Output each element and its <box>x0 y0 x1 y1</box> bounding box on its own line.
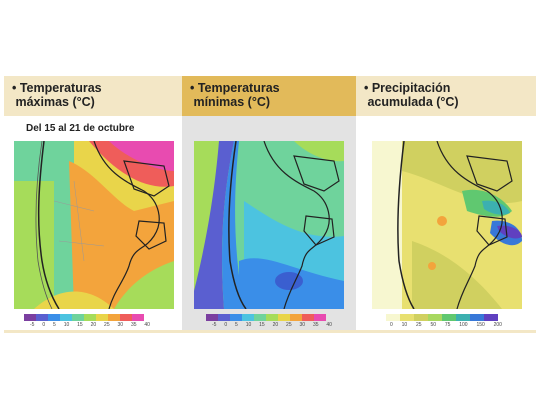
color-scale <box>386 314 498 321</box>
panel-title: • Precipitación acumulada (°C) <box>364 81 459 109</box>
tick: 150 <box>476 322 485 328</box>
tick: 50 <box>430 322 436 328</box>
scale-ticks: -5 0 5 10 15 20 25 30 35 40 <box>30 322 150 328</box>
scale-ticks: -5 0 5 10 15 20 25 30 35 40 <box>212 322 332 328</box>
tick: 15 <box>259 322 265 328</box>
tick: 75 <box>444 322 451 328</box>
tick: 5 <box>53 322 56 328</box>
tick: 25 <box>104 322 110 328</box>
tick: -5 <box>212 322 217 328</box>
panel-header: • Temperaturas máximas (°C) <box>4 76 182 116</box>
panel-min-temp: • Temperaturas mínimas (°C) -5 0 5 10 15 20 25… <box>182 76 356 330</box>
tick: 40 <box>144 322 150 328</box>
tick: 200 <box>493 322 502 328</box>
bottom-divider <box>4 330 536 333</box>
tick: 35 <box>312 322 319 328</box>
tick: 25 <box>416 322 422 328</box>
min-temp-map <box>194 141 344 309</box>
panel-precipitation: • Precipitación acumulada (°C) 0 10 25 50 75… <box>356 76 536 330</box>
tick: 25 <box>286 322 292 328</box>
tick: 20 <box>90 322 97 328</box>
tick: -5 <box>30 322 35 328</box>
color-scale <box>24 314 144 321</box>
precipitation-map <box>372 141 522 309</box>
panel-max-temp: • Temperaturas máximas (°C) Del 15 al 21… <box>4 76 182 330</box>
tick: 10 <box>245 322 252 328</box>
tick: 30 <box>299 322 306 328</box>
scale-ticks: 0 10 25 50 75 100 150 200 <box>390 322 502 328</box>
date-range-label: Del 15 al 21 de octubre <box>26 123 135 134</box>
tick: 20 <box>272 322 279 328</box>
color-scale <box>206 314 326 321</box>
panel-header: • Temperaturas mínimas (°C) <box>182 76 356 116</box>
tick: 10 <box>401 322 408 328</box>
tick: 0 <box>224 322 228 328</box>
tick: 35 <box>130 322 137 328</box>
tick: 30 <box>117 322 124 328</box>
tick: 100 <box>459 322 468 328</box>
panel-title: • Temperaturas mínimas (°C) <box>190 81 280 109</box>
tick: 10 <box>63 322 70 328</box>
tick: 5 <box>235 322 238 328</box>
tick: 40 <box>326 322 332 328</box>
tick: 0 <box>42 322 46 328</box>
tick: 0 <box>390 322 393 328</box>
tick: 15 <box>77 322 83 328</box>
max-temp-map <box>14 141 174 309</box>
panel-header: • Precipitación acumulada (°C) <box>356 76 536 116</box>
panel-title: • Temperaturas máximas (°C) <box>12 81 102 109</box>
